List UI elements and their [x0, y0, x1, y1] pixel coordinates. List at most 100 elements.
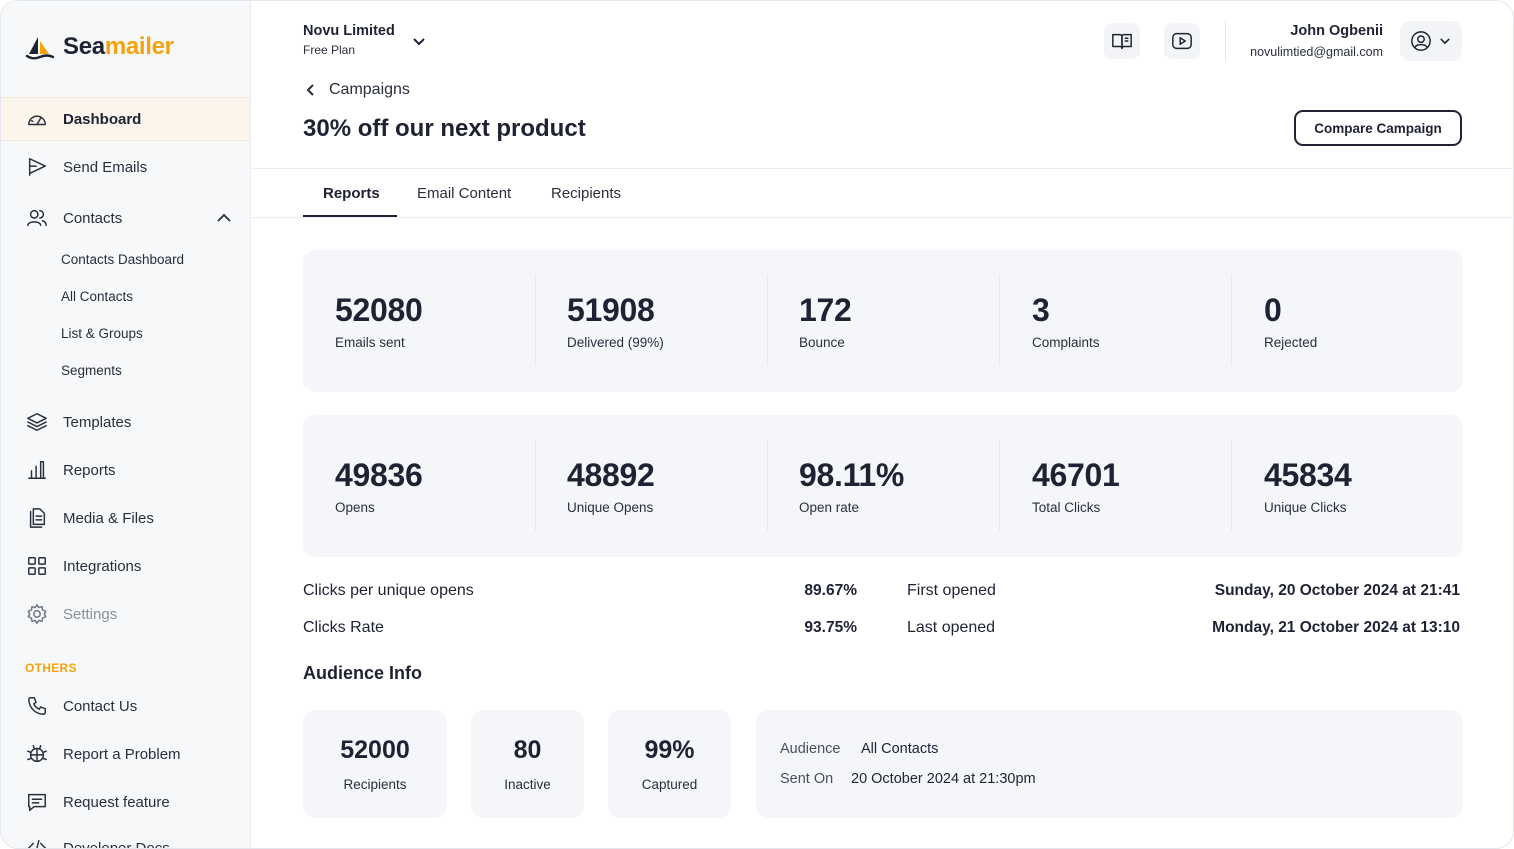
divider: [251, 168, 1513, 169]
sidebar-item-integrations[interactable]: Integrations: [1, 544, 250, 588]
sidebar-item-report-problem[interactable]: Report a Problem: [1, 732, 250, 776]
sidebar-item-developer-docs[interactable]: Developer Docs: [1, 826, 250, 849]
sidebar: Seamailer Dashboard Send Emails Contacts…: [1, 1, 251, 849]
page-title: 30% off our next product: [303, 115, 586, 142]
phone-icon: [25, 694, 49, 718]
sidebar-item-label: Report a Problem: [63, 745, 181, 763]
sidebar-item-label: Request feature: [63, 793, 170, 811]
sidebar-item-label: Media & Files: [63, 509, 154, 527]
brand-name-accent: mailer: [104, 33, 174, 60]
audience-key: Audience: [780, 741, 841, 757]
chevron-down-icon[interactable]: [409, 31, 429, 51]
stat-divider: [1231, 274, 1232, 366]
sidebar-item-media-files[interactable]: Media & Files: [1, 496, 250, 540]
stat-unique-opens: 48892 Unique Opens: [535, 415, 767, 557]
org-switcher[interactable]: Novu Limited Free Plan: [303, 23, 395, 57]
sidebar-item-send-emails[interactable]: Send Emails: [1, 145, 250, 189]
sidebar-item-label: Integrations: [63, 557, 142, 575]
stat-divider: [535, 439, 536, 531]
stat-value: 48892: [567, 457, 655, 493]
docs-book-button[interactable]: [1104, 23, 1140, 59]
brand-name-part: Sea: [63, 33, 105, 60]
sidebar-item-contact-us[interactable]: Contact Us: [1, 684, 250, 728]
sidebar-item-label: Contacts: [63, 209, 123, 227]
brand-logo[interactable]: Seamailer: [25, 33, 174, 61]
active-tab-indicator: [303, 215, 397, 218]
stat-emails-sent: 52080 Emails sent: [303, 250, 535, 392]
audience-details-card: Audience All Contacts Sent On 20 October…: [756, 710, 1463, 818]
tab-email-content[interactable]: Email Content: [417, 185, 512, 202]
audience-label: Recipients: [343, 777, 407, 792]
audience-value: 99%: [644, 736, 695, 764]
stat-divider: [767, 274, 768, 366]
chevron-up-icon[interactable]: [214, 208, 234, 228]
sidebar-subitem-segments[interactable]: Segments: [61, 363, 122, 378]
sent-on-key: Sent On: [780, 771, 834, 787]
user-name: John Ogbenii: [1290, 23, 1383, 39]
sidebar-item-contacts[interactable]: Contacts: [1, 196, 250, 240]
sidebar-item-label: Dashboard: [63, 110, 142, 128]
stat-bounce: 172 Bounce: [767, 250, 999, 392]
user-menu-button[interactable]: [1400, 21, 1462, 61]
metric-label-clicks-per-unique-opens: Clicks per unique opens: [303, 582, 474, 599]
sidebar-item-label: Developer Docs: [63, 839, 170, 849]
sidebar-item-request-feature[interactable]: Request feature: [1, 780, 250, 824]
audience-card-captured: 99% Captured: [608, 710, 731, 818]
stat-label: Delivered (99%): [567, 335, 664, 350]
bug-icon: [25, 742, 49, 766]
stat-value: 3: [1032, 292, 1050, 328]
audience-value: 80: [513, 736, 542, 764]
play-video-icon: [1172, 32, 1192, 50]
sent-on-value: 20 October 2024 at 21:30pm: [851, 771, 1036, 787]
gear-icon: [25, 602, 49, 626]
sidebar-item-settings[interactable]: Settings: [1, 592, 250, 636]
audience-label: Inactive: [504, 777, 551, 792]
stat-label: Open rate: [799, 500, 860, 515]
stat-value: 52080: [335, 292, 423, 328]
stat-label: Rejected: [1264, 335, 1318, 350]
message-icon: [25, 790, 49, 814]
stat-divider: [1231, 439, 1232, 531]
sidebar-item-label: Reports: [63, 461, 116, 479]
audience-card-recipients: 52000 Recipients: [303, 710, 447, 818]
sidebar-subitem-all-contacts[interactable]: All Contacts: [61, 289, 134, 304]
sidebar-item-templates[interactable]: Templates: [1, 400, 250, 444]
sidebar-item-reports[interactable]: Reports: [1, 448, 250, 492]
breadcrumb-back[interactable]: Campaigns: [303, 81, 410, 99]
stat-divider: [999, 274, 1000, 366]
sidebar-item-label: Settings: [63, 605, 118, 623]
stat-label: Total Clicks: [1032, 500, 1101, 515]
stat-opens: 49836 Opens: [303, 415, 535, 557]
stat-divider: [999, 439, 1000, 531]
others-heading: OTHERS: [25, 661, 77, 675]
sidebar-subitem-list-groups[interactable]: List & Groups: [61, 326, 143, 341]
audience-label: Captured: [641, 777, 698, 792]
user-email: novulimtied@gmail.com: [1250, 45, 1383, 59]
metric-value-last-opened: Monday, 21 October 2024 at 13:10: [1212, 619, 1460, 636]
stat-delivered: 51908 Delivered (99%): [535, 250, 767, 392]
sidebar-subitem-contacts-dashboard[interactable]: Contacts Dashboard: [61, 252, 185, 267]
org-name: Novu Limited: [303, 23, 395, 39]
stat-total-clicks: 46701 Total Clicks: [1000, 415, 1232, 557]
stat-value: 172: [799, 292, 852, 328]
stat-value: 46701: [1032, 457, 1120, 493]
user-info: John Ogbenii novulimtied@gmail.com: [1250, 23, 1383, 59]
stat-value: 0: [1264, 292, 1282, 328]
tab-recipients[interactable]: Recipients: [551, 185, 622, 202]
header-divider: [1225, 21, 1226, 61]
stat-value: 51908: [567, 292, 655, 328]
stat-divider: [767, 439, 768, 531]
gauge-icon: [25, 107, 49, 131]
code-icon: [25, 836, 49, 848]
users-icon: [25, 206, 49, 230]
compare-campaign-button[interactable]: Compare Campaign: [1294, 110, 1462, 146]
metric-label-clicks-rate: Clicks Rate: [303, 619, 384, 636]
video-tutorial-button[interactable]: [1164, 23, 1200, 59]
breadcrumb: Campaigns: [329, 81, 410, 98]
stat-label: Bounce: [799, 335, 845, 350]
tab-reports[interactable]: Reports: [323, 185, 380, 202]
sidebar-item-dashboard[interactable]: Dashboard: [1, 97, 250, 141]
send-icon: [25, 155, 49, 179]
user-avatar-icon: [1411, 31, 1431, 51]
